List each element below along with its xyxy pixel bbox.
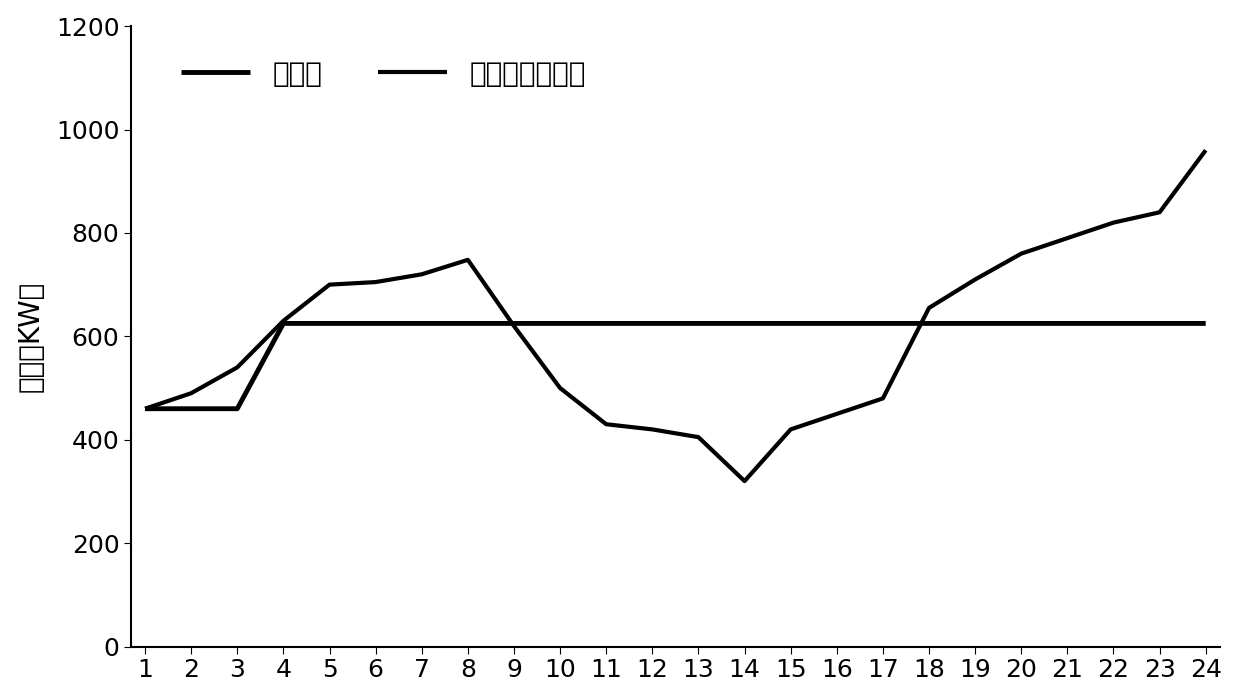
热负荷 [737, 319, 751, 328]
实际回收的热量 [1198, 146, 1213, 154]
热负荷 [921, 319, 936, 328]
热负荷 [414, 319, 429, 328]
热负荷 [784, 319, 799, 328]
热负荷 [138, 405, 153, 413]
实际回收的热量 [184, 389, 198, 398]
热负荷 [1198, 319, 1213, 328]
实际回收的热量 [1060, 234, 1075, 243]
热负荷 [645, 319, 660, 328]
实际回收的热量 [691, 433, 706, 441]
实际回收的热量 [1106, 218, 1121, 226]
实际回收的热量 [967, 275, 982, 284]
热负荷 [368, 319, 383, 328]
实际回收的热量 [830, 410, 844, 418]
热负荷 [553, 319, 568, 328]
实际回收的热量 [921, 304, 936, 312]
实际回收的热量 [1152, 208, 1167, 217]
实际回收的热量 [737, 477, 751, 485]
实际回收的热量 [277, 317, 291, 325]
实际回收的热量 [1014, 250, 1029, 258]
热负荷 [1152, 319, 1167, 328]
Legend: 热负荷, 实际回收的热量: 热负荷, 实际回收的热量 [167, 46, 600, 102]
热负荷 [967, 319, 982, 328]
实际回收的热量 [784, 425, 799, 433]
Y-axis label: 热力（KW）: 热力（KW） [16, 281, 45, 392]
实际回收的热量 [322, 280, 337, 289]
热负荷 [506, 319, 521, 328]
热负荷 [184, 405, 198, 413]
热负荷 [691, 319, 706, 328]
热负荷 [1060, 319, 1075, 328]
热负荷 [830, 319, 844, 328]
实际回收的热量 [460, 256, 475, 264]
热负荷 [1014, 319, 1029, 328]
热负荷 [1106, 319, 1121, 328]
实际回收的热量 [599, 420, 614, 428]
实际回收的热量 [368, 278, 383, 287]
实际回收的热量 [875, 394, 890, 403]
热负荷 [875, 319, 890, 328]
实际回收的热量 [229, 363, 244, 372]
热负荷 [322, 319, 337, 328]
热负荷 [599, 319, 614, 328]
实际回收的热量 [553, 384, 568, 392]
热负荷 [229, 405, 244, 413]
实际回收的热量 [506, 322, 521, 330]
实际回收的热量 [138, 405, 153, 413]
Line: 热负荷: 热负荷 [145, 324, 1205, 409]
Line: 实际回收的热量: 实际回收的热量 [145, 150, 1205, 481]
热负荷 [277, 319, 291, 328]
热负荷 [460, 319, 475, 328]
实际回收的热量 [645, 425, 660, 433]
实际回收的热量 [414, 270, 429, 278]
